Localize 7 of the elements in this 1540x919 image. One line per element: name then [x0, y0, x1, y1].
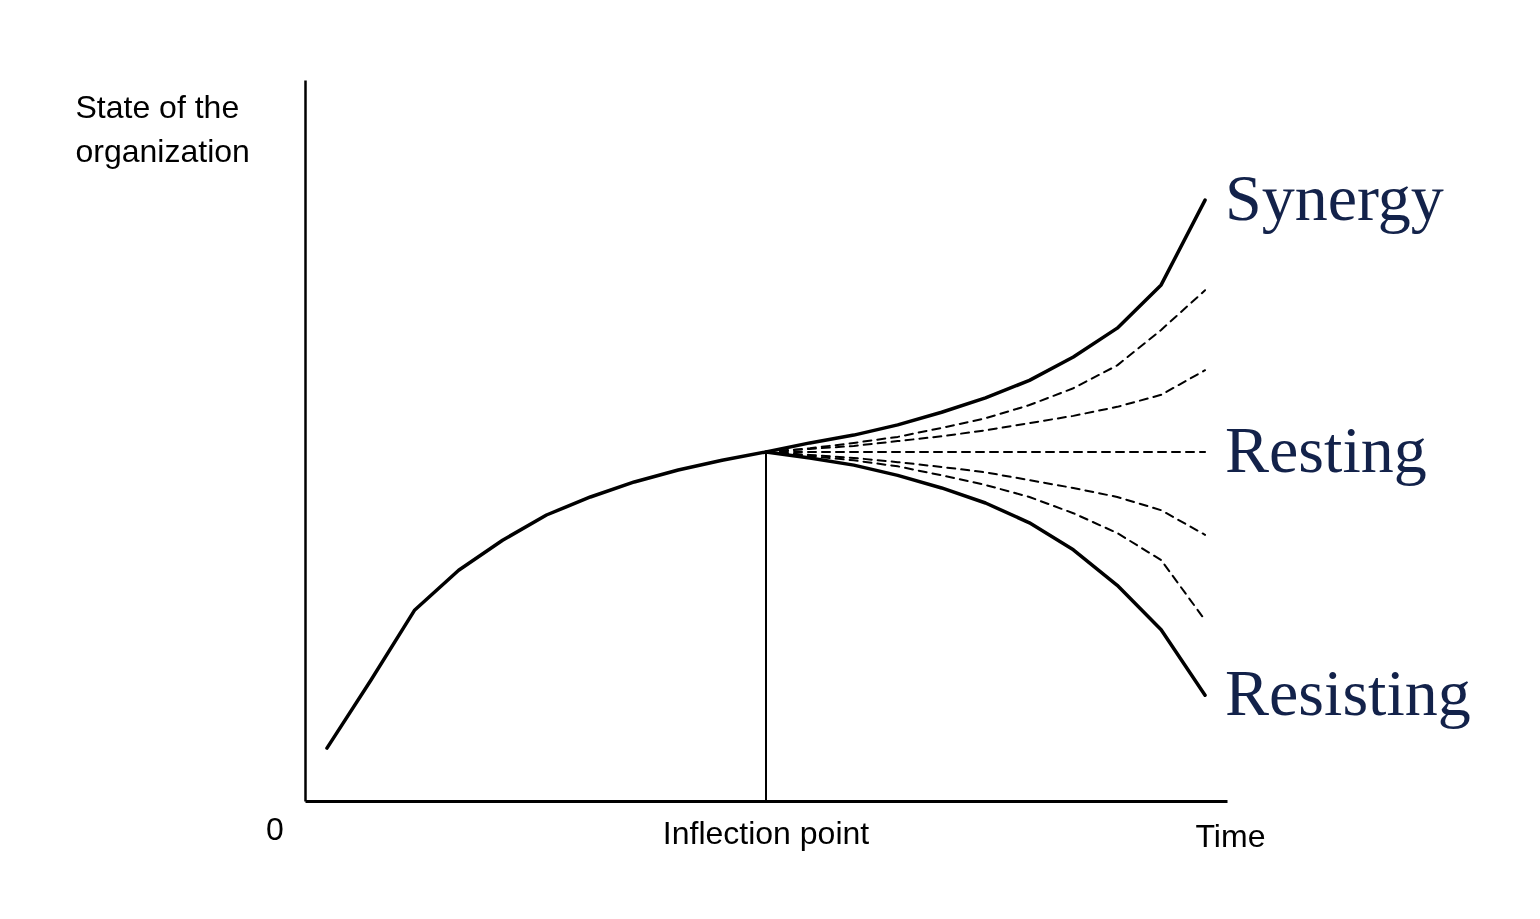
x-axis-title: Time	[1195, 817, 1266, 854]
series-label: Resisting	[1225, 656, 1471, 730]
text: Inflection point	[662, 815, 870, 851]
y-axis-title: State of the organization	[75, 88, 250, 169]
series-label: Resting	[1225, 412, 1427, 486]
series-label: Synergy	[1225, 161, 1444, 235]
text: 0	[266, 811, 284, 847]
